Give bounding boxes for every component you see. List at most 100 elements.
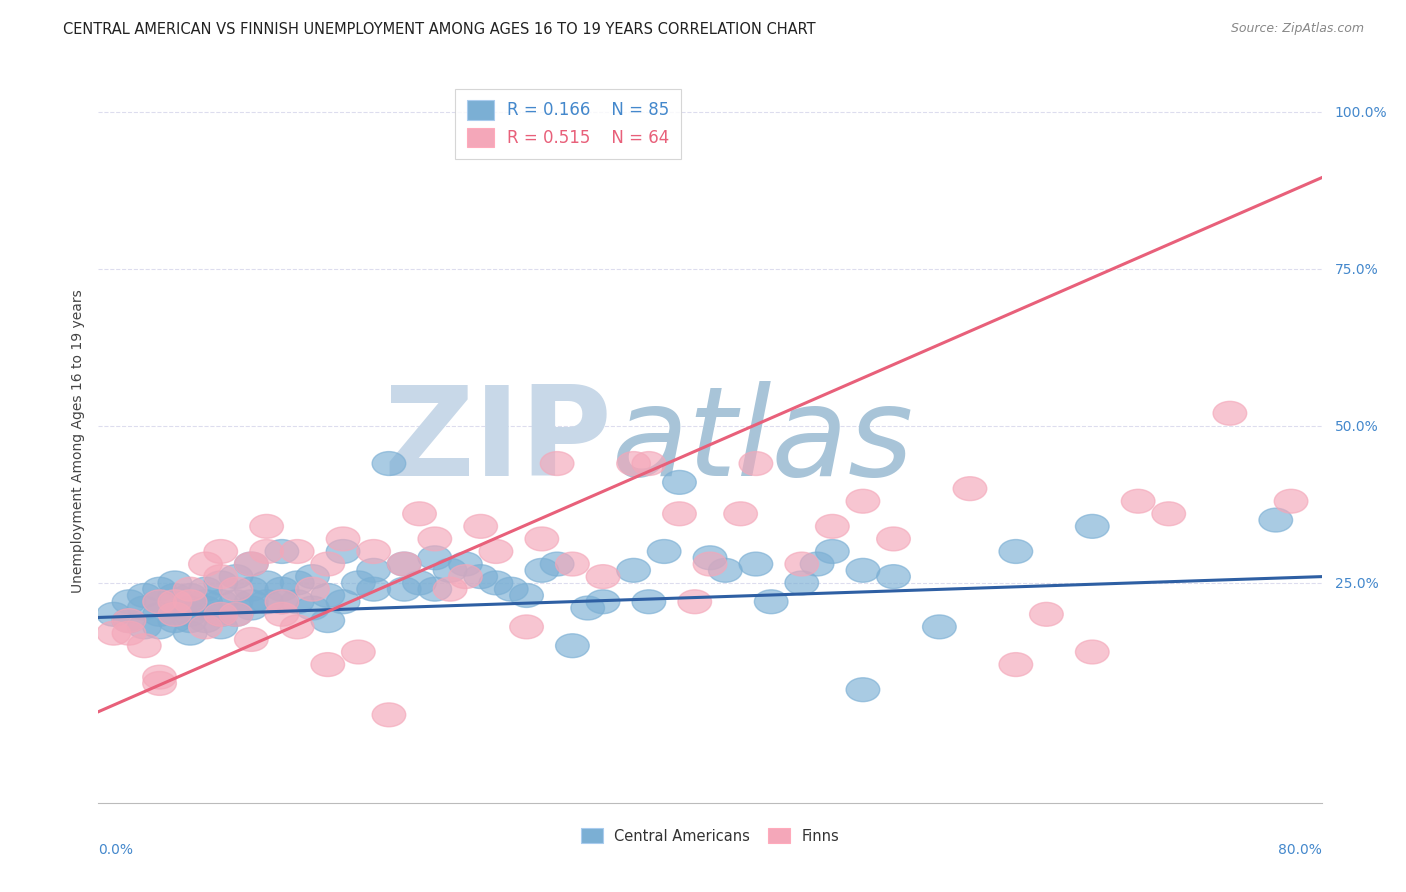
Text: atlas: atlas	[612, 381, 914, 502]
Ellipse shape	[280, 571, 314, 595]
Ellipse shape	[188, 552, 222, 576]
Ellipse shape	[662, 470, 696, 494]
Ellipse shape	[815, 540, 849, 564]
Text: ZIP: ZIP	[384, 381, 612, 502]
Ellipse shape	[295, 565, 329, 589]
Ellipse shape	[204, 602, 238, 626]
Ellipse shape	[571, 596, 605, 620]
Ellipse shape	[219, 590, 253, 614]
Ellipse shape	[800, 552, 834, 576]
Ellipse shape	[250, 590, 284, 614]
Ellipse shape	[402, 571, 436, 595]
Ellipse shape	[188, 577, 222, 601]
Ellipse shape	[464, 565, 498, 589]
Text: CENTRAL AMERICAN VS FINNISH UNEMPLOYMENT AMONG AGES 16 TO 19 YEARS CORRELATION C: CENTRAL AMERICAN VS FINNISH UNEMPLOYMENT…	[63, 22, 815, 37]
Ellipse shape	[266, 602, 298, 626]
Ellipse shape	[204, 602, 238, 626]
Ellipse shape	[173, 621, 207, 645]
Ellipse shape	[112, 608, 146, 632]
Ellipse shape	[586, 590, 620, 614]
Ellipse shape	[877, 565, 910, 589]
Ellipse shape	[357, 577, 391, 601]
Ellipse shape	[250, 515, 284, 538]
Ellipse shape	[724, 502, 758, 525]
Ellipse shape	[266, 577, 298, 601]
Ellipse shape	[740, 552, 773, 576]
Ellipse shape	[235, 552, 269, 576]
Legend: Central Americans, Finns: Central Americans, Finns	[575, 822, 845, 850]
Ellipse shape	[157, 590, 191, 614]
Ellipse shape	[128, 634, 162, 657]
Ellipse shape	[433, 577, 467, 601]
Ellipse shape	[373, 703, 406, 727]
Ellipse shape	[846, 558, 880, 582]
Ellipse shape	[204, 615, 238, 639]
Ellipse shape	[510, 615, 543, 639]
Ellipse shape	[1076, 640, 1109, 664]
Ellipse shape	[1213, 401, 1247, 425]
Ellipse shape	[173, 583, 207, 607]
Ellipse shape	[188, 608, 222, 632]
Ellipse shape	[143, 672, 176, 696]
Ellipse shape	[97, 602, 131, 626]
Ellipse shape	[219, 565, 253, 589]
Ellipse shape	[555, 634, 589, 657]
Ellipse shape	[235, 552, 269, 576]
Ellipse shape	[112, 590, 146, 614]
Ellipse shape	[740, 451, 773, 475]
Ellipse shape	[128, 583, 162, 607]
Ellipse shape	[479, 540, 513, 564]
Ellipse shape	[235, 577, 269, 601]
Ellipse shape	[418, 527, 451, 551]
Ellipse shape	[128, 596, 162, 620]
Ellipse shape	[877, 527, 910, 551]
Ellipse shape	[311, 583, 344, 607]
Ellipse shape	[250, 571, 284, 595]
Ellipse shape	[617, 558, 651, 582]
Ellipse shape	[449, 565, 482, 589]
Ellipse shape	[143, 615, 176, 639]
Ellipse shape	[143, 590, 176, 614]
Ellipse shape	[815, 515, 849, 538]
Ellipse shape	[235, 590, 269, 614]
Ellipse shape	[755, 590, 787, 614]
Ellipse shape	[464, 515, 498, 538]
Ellipse shape	[524, 527, 558, 551]
Ellipse shape	[1000, 653, 1032, 676]
Ellipse shape	[326, 590, 360, 614]
Ellipse shape	[173, 590, 207, 614]
Ellipse shape	[1122, 490, 1154, 513]
Ellipse shape	[157, 571, 191, 595]
Ellipse shape	[112, 608, 146, 632]
Ellipse shape	[540, 451, 574, 475]
Ellipse shape	[157, 602, 191, 626]
Ellipse shape	[402, 502, 436, 525]
Ellipse shape	[143, 590, 176, 614]
Text: Source: ZipAtlas.com: Source: ZipAtlas.com	[1230, 22, 1364, 36]
Ellipse shape	[143, 602, 176, 626]
Ellipse shape	[173, 602, 207, 626]
Ellipse shape	[280, 590, 314, 614]
Ellipse shape	[235, 596, 269, 620]
Ellipse shape	[173, 596, 207, 620]
Ellipse shape	[173, 577, 207, 601]
Ellipse shape	[204, 590, 238, 614]
Ellipse shape	[785, 571, 818, 595]
Ellipse shape	[295, 577, 329, 601]
Ellipse shape	[188, 596, 222, 620]
Ellipse shape	[617, 451, 651, 475]
Ellipse shape	[143, 577, 176, 601]
Ellipse shape	[295, 596, 329, 620]
Ellipse shape	[357, 558, 391, 582]
Text: 80.0%: 80.0%	[1278, 843, 1322, 856]
Ellipse shape	[266, 540, 298, 564]
Ellipse shape	[250, 540, 284, 564]
Ellipse shape	[709, 558, 742, 582]
Ellipse shape	[633, 590, 665, 614]
Ellipse shape	[846, 490, 880, 513]
Ellipse shape	[266, 590, 298, 614]
Ellipse shape	[418, 546, 451, 570]
Ellipse shape	[388, 552, 420, 576]
Ellipse shape	[280, 540, 314, 564]
Ellipse shape	[785, 552, 818, 576]
